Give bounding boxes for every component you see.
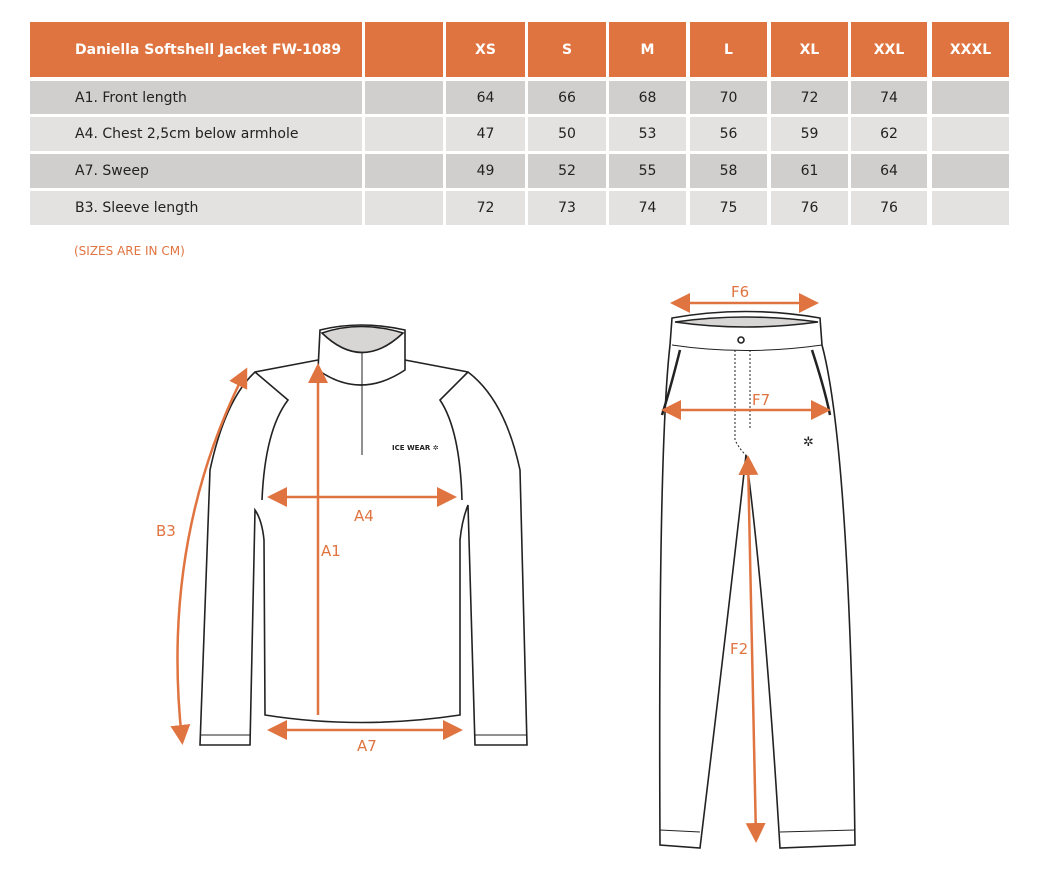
units-note: (SIZES ARE IN CM) — [74, 244, 185, 258]
label-a1: A1 — [321, 542, 341, 560]
label-f6: F6 — [731, 283, 749, 301]
label-b3: B3 — [156, 522, 176, 540]
measurement-value: 64 — [446, 81, 525, 114]
measurement-value: 76 — [851, 191, 927, 225]
size-header: S — [528, 22, 606, 77]
empty-cell — [365, 81, 443, 114]
pants-arrows — [661, 293, 831, 843]
label-f2: F2 — [730, 640, 748, 658]
measurement-value: 62 — [851, 117, 927, 151]
measurement-value: 56 — [690, 117, 767, 151]
size-header: XS — [446, 22, 525, 77]
measurement-value: 75 — [690, 191, 767, 225]
measurement-value: 47 — [446, 117, 525, 151]
measurement-value: 72 — [446, 191, 525, 225]
measurement-value: 74 — [609, 191, 686, 225]
measurement-value: 52 — [528, 154, 606, 188]
measurement-value: 76 — [771, 191, 848, 225]
size-header: XXXL — [932, 22, 1009, 77]
size-header: XXL — [851, 22, 927, 77]
measurement-value — [932, 154, 1009, 188]
measurement-value: 72 — [771, 81, 848, 114]
label-f7: F7 — [752, 391, 770, 409]
measurement-label: A1. Front length — [30, 81, 362, 114]
measurement-value: 59 — [771, 117, 848, 151]
jacket-drawing — [199, 324, 528, 746]
size-header: L — [690, 22, 767, 77]
label-a7: A7 — [357, 737, 377, 755]
measurement-value — [932, 81, 1009, 114]
measurement-value: 58 — [690, 154, 767, 188]
empty-cell — [365, 117, 443, 151]
label-a4: A4 — [354, 507, 374, 525]
empty-cell — [365, 191, 443, 225]
measurement-value: 49 — [446, 154, 525, 188]
measurement-value: 50 — [528, 117, 606, 151]
measurement-value — [932, 117, 1009, 151]
measurement-label: A4. Chest 2,5cm below armhole — [30, 117, 362, 151]
empty-header-cell — [365, 22, 443, 77]
measurement-value: 53 — [609, 117, 686, 151]
measurement-value: 74 — [851, 81, 927, 114]
brand-logo: ICE WEAR ✲ — [392, 444, 439, 452]
empty-cell — [365, 154, 443, 188]
measurement-value: 66 — [528, 81, 606, 114]
jacket-arrows — [170, 363, 463, 745]
measurement-value: 73 — [528, 191, 606, 225]
measurement-value: 55 — [609, 154, 686, 188]
size-header: XL — [771, 22, 848, 77]
measurement-value: 61 — [771, 154, 848, 188]
measurement-value: 70 — [690, 81, 767, 114]
measurement-value: 68 — [609, 81, 686, 114]
measurement-value: 64 — [851, 154, 927, 188]
measurement-label: A7. Sweep — [30, 154, 362, 188]
table-title: Daniella Softshell Jacket FW-1089 — [30, 22, 362, 77]
measurement-value — [932, 191, 1009, 225]
measurement-label: B3. Sleeve length — [30, 191, 362, 225]
size-header: M — [609, 22, 686, 77]
pants-logo-icon: ✲ — [803, 435, 814, 450]
